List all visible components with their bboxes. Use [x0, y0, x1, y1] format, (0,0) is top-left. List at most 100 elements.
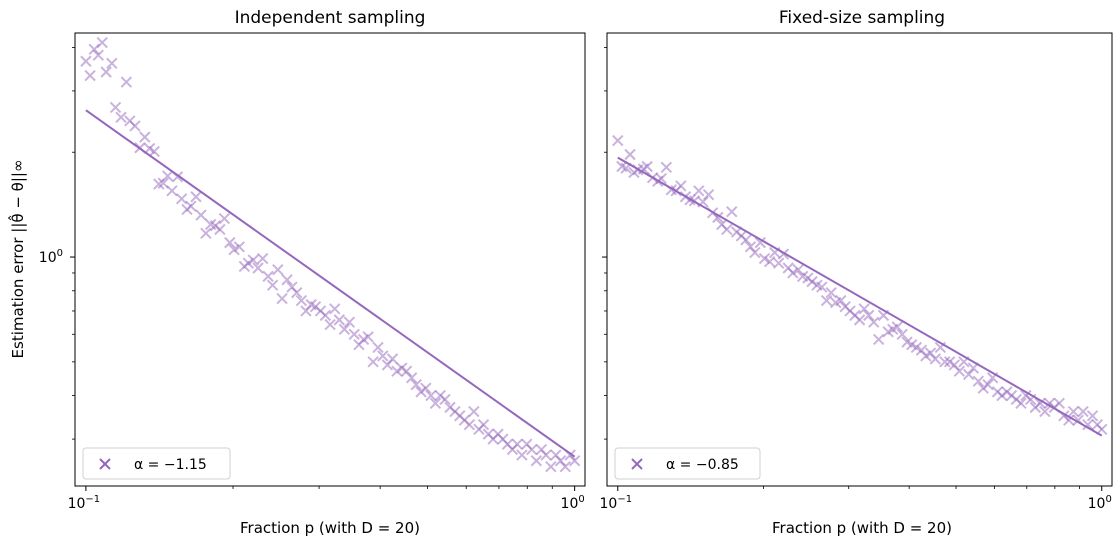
- plot-frame: [606, 32, 1113, 487]
- data-point: [972, 375, 985, 387]
- legend-box: [82, 447, 231, 480]
- data-point: [896, 328, 908, 340]
- data-point: [660, 161, 673, 174]
- data-point: [84, 69, 96, 82]
- panel-fixed-size-sampling: Fixed-size sampling Fraction p (with D =…: [599, 8, 1113, 537]
- panel-title: Independent sampling: [235, 8, 426, 28]
- data-point: [540, 449, 552, 461]
- data-point: [526, 443, 538, 456]
- data-point: [295, 294, 308, 307]
- plot-marks: [80, 36, 581, 473]
- data-point: [1053, 397, 1065, 410]
- data-point: [120, 76, 133, 88]
- data-point: [329, 303, 341, 315]
- data-point: [754, 236, 766, 249]
- data-point: [939, 356, 951, 368]
- data-point: [214, 223, 226, 236]
- data-point: [758, 252, 771, 265]
- data-point: [816, 281, 828, 293]
- y-axis-label: Estimation error ||θ̂ − θ||∞: [7, 160, 27, 359]
- data-point: [400, 365, 413, 377]
- data-point: [429, 397, 442, 410]
- panel-independent-sampling: Independent sampling Fraction p (with D …: [39, 8, 586, 537]
- data-point: [338, 323, 351, 336]
- data-point: [148, 145, 160, 158]
- data-point: [362, 331, 374, 343]
- x-axis-label: Fraction p (with D = 20): [772, 519, 952, 537]
- data-point: [175, 193, 188, 205]
- data-point: [468, 405, 480, 418]
- data-point: [675, 180, 687, 192]
- x-axis-label: Fraction p (with D = 20): [240, 519, 420, 537]
- data-point: [891, 321, 903, 333]
- data-point: [109, 101, 122, 114]
- data-point: [139, 131, 151, 143]
- data-point: [266, 279, 279, 291]
- data-point: [343, 316, 356, 328]
- data-point: [247, 254, 259, 266]
- legend-marker: [99, 458, 111, 470]
- x-tick-label: 100: [561, 494, 585, 512]
- data-point: [200, 227, 212, 240]
- axes: 10−1 100: [599, 47, 1112, 512]
- data-point: [982, 378, 994, 391]
- data-point: [377, 350, 389, 362]
- legend-label: α = −0.85: [666, 457, 739, 473]
- plot-marks: [612, 134, 1108, 437]
- data-point: [868, 316, 880, 328]
- data-point: [272, 263, 284, 276]
- data-point: [372, 341, 384, 354]
- data-point: [463, 418, 476, 431]
- data-point: [740, 234, 752, 246]
- data-point: [233, 241, 245, 253]
- legend-marker-symbol: [99, 458, 111, 470]
- data-point: [224, 236, 236, 249]
- data-point: [276, 292, 288, 305]
- data-point: [872, 333, 885, 346]
- data-point: [410, 378, 422, 391]
- data-point: [1077, 405, 1089, 418]
- data-point: [425, 389, 437, 402]
- data-point: [825, 286, 837, 299]
- data-point: [530, 455, 543, 467]
- data-point: [420, 382, 432, 394]
- legend: α = −1.15: [82, 447, 231, 480]
- data-point: [1082, 418, 1094, 431]
- x-tick-label: 10−1: [599, 494, 632, 512]
- data-point: [129, 120, 141, 132]
- fit-line: [85, 109, 576, 458]
- data-point: [195, 209, 207, 221]
- data-point: [100, 66, 112, 78]
- fit-line: [617, 156, 1103, 437]
- data-point: [835, 294, 847, 307]
- x-tick-label: 10−1: [68, 494, 101, 512]
- data-point: [106, 57, 118, 70]
- data-point: [559, 460, 572, 473]
- data-point: [319, 309, 332, 322]
- data-point: [858, 303, 870, 315]
- data-point: [190, 191, 202, 203]
- data-point: [1067, 405, 1080, 418]
- data-point: [1015, 397, 1027, 410]
- data-point: [291, 286, 303, 299]
- data-point: [721, 223, 733, 236]
- data-point: [929, 353, 942, 365]
- data-point: [962, 368, 975, 381]
- data-point: [166, 185, 178, 197]
- data-point: [96, 36, 108, 49]
- data-point: [1086, 410, 1099, 422]
- legend-label: α = −1.15: [134, 457, 207, 473]
- legend-marker: [631, 458, 643, 470]
- data-point: [252, 262, 264, 274]
- data-point: [763, 255, 776, 268]
- data-point: [405, 372, 418, 384]
- x-tick-label: 100: [1088, 494, 1112, 512]
- data-point: [787, 267, 799, 279]
- data-point: [863, 309, 875, 322]
- legend-marker-symbol: [631, 458, 643, 470]
- plot-frame: [74, 32, 586, 487]
- data-point: [161, 170, 174, 182]
- data-point: [641, 160, 653, 173]
- data-point: [333, 314, 346, 326]
